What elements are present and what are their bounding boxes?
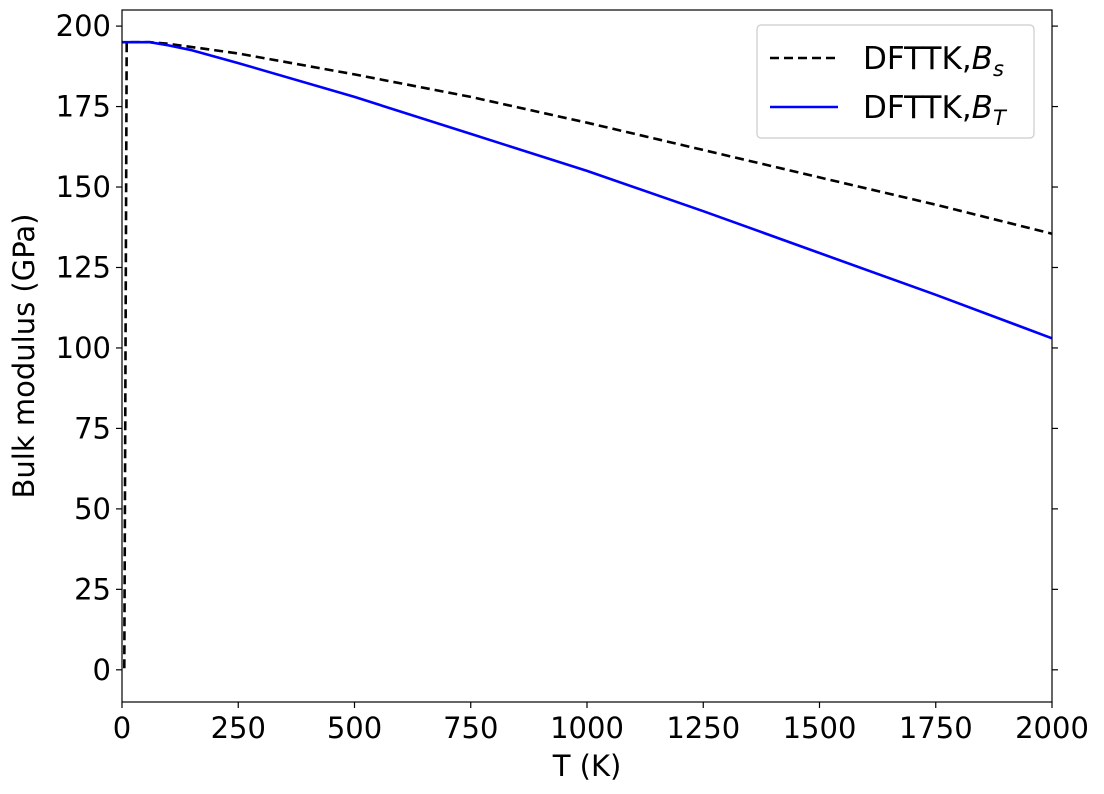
x-tick-label: 250 xyxy=(211,711,266,745)
x-tick-label: 750 xyxy=(443,711,498,745)
x-tick-label: 2000 xyxy=(1015,711,1089,745)
y-tick-label: 50 xyxy=(74,492,111,526)
x-tick-label: 0 xyxy=(113,711,131,745)
series-layer xyxy=(122,40,1053,669)
y-tick-label: 100 xyxy=(56,331,111,365)
y-tick-label: 175 xyxy=(56,90,111,124)
y-tick-label: 0 xyxy=(93,653,111,687)
x-tick-label: 1250 xyxy=(666,711,740,745)
legend-label-1: DFTTK,Bs xyxy=(863,41,1004,81)
y-tick-label: 150 xyxy=(56,170,111,204)
x-axis-label: T (K) xyxy=(552,749,622,783)
legend-label-2: DFTTK,BT xyxy=(863,90,1008,130)
y-tick-label: 125 xyxy=(56,250,111,284)
y-tick-label: 75 xyxy=(74,411,111,445)
legend: DFTTK,Bs DFTTK,BT xyxy=(756,24,1035,139)
x-axis-ticks: 0 250 500 750 1000 1250 1500 1750 2000 xyxy=(113,702,1089,745)
x-tick-label: 1750 xyxy=(899,711,973,745)
series-line-2 xyxy=(122,40,1053,340)
y-axis-label: Bulk modulus (GPa) xyxy=(7,214,41,499)
x-tick-label: 1000 xyxy=(550,711,624,745)
y-tick-label: 25 xyxy=(74,572,111,606)
y-tick-label: 200 xyxy=(56,9,111,43)
y-axis-ticks: 0 25 50 75 100 125 150 175 200 xyxy=(56,9,1058,687)
x-tick-label: 500 xyxy=(327,711,382,745)
x-tick-label: 1500 xyxy=(783,711,857,745)
legend-box xyxy=(756,24,1035,139)
